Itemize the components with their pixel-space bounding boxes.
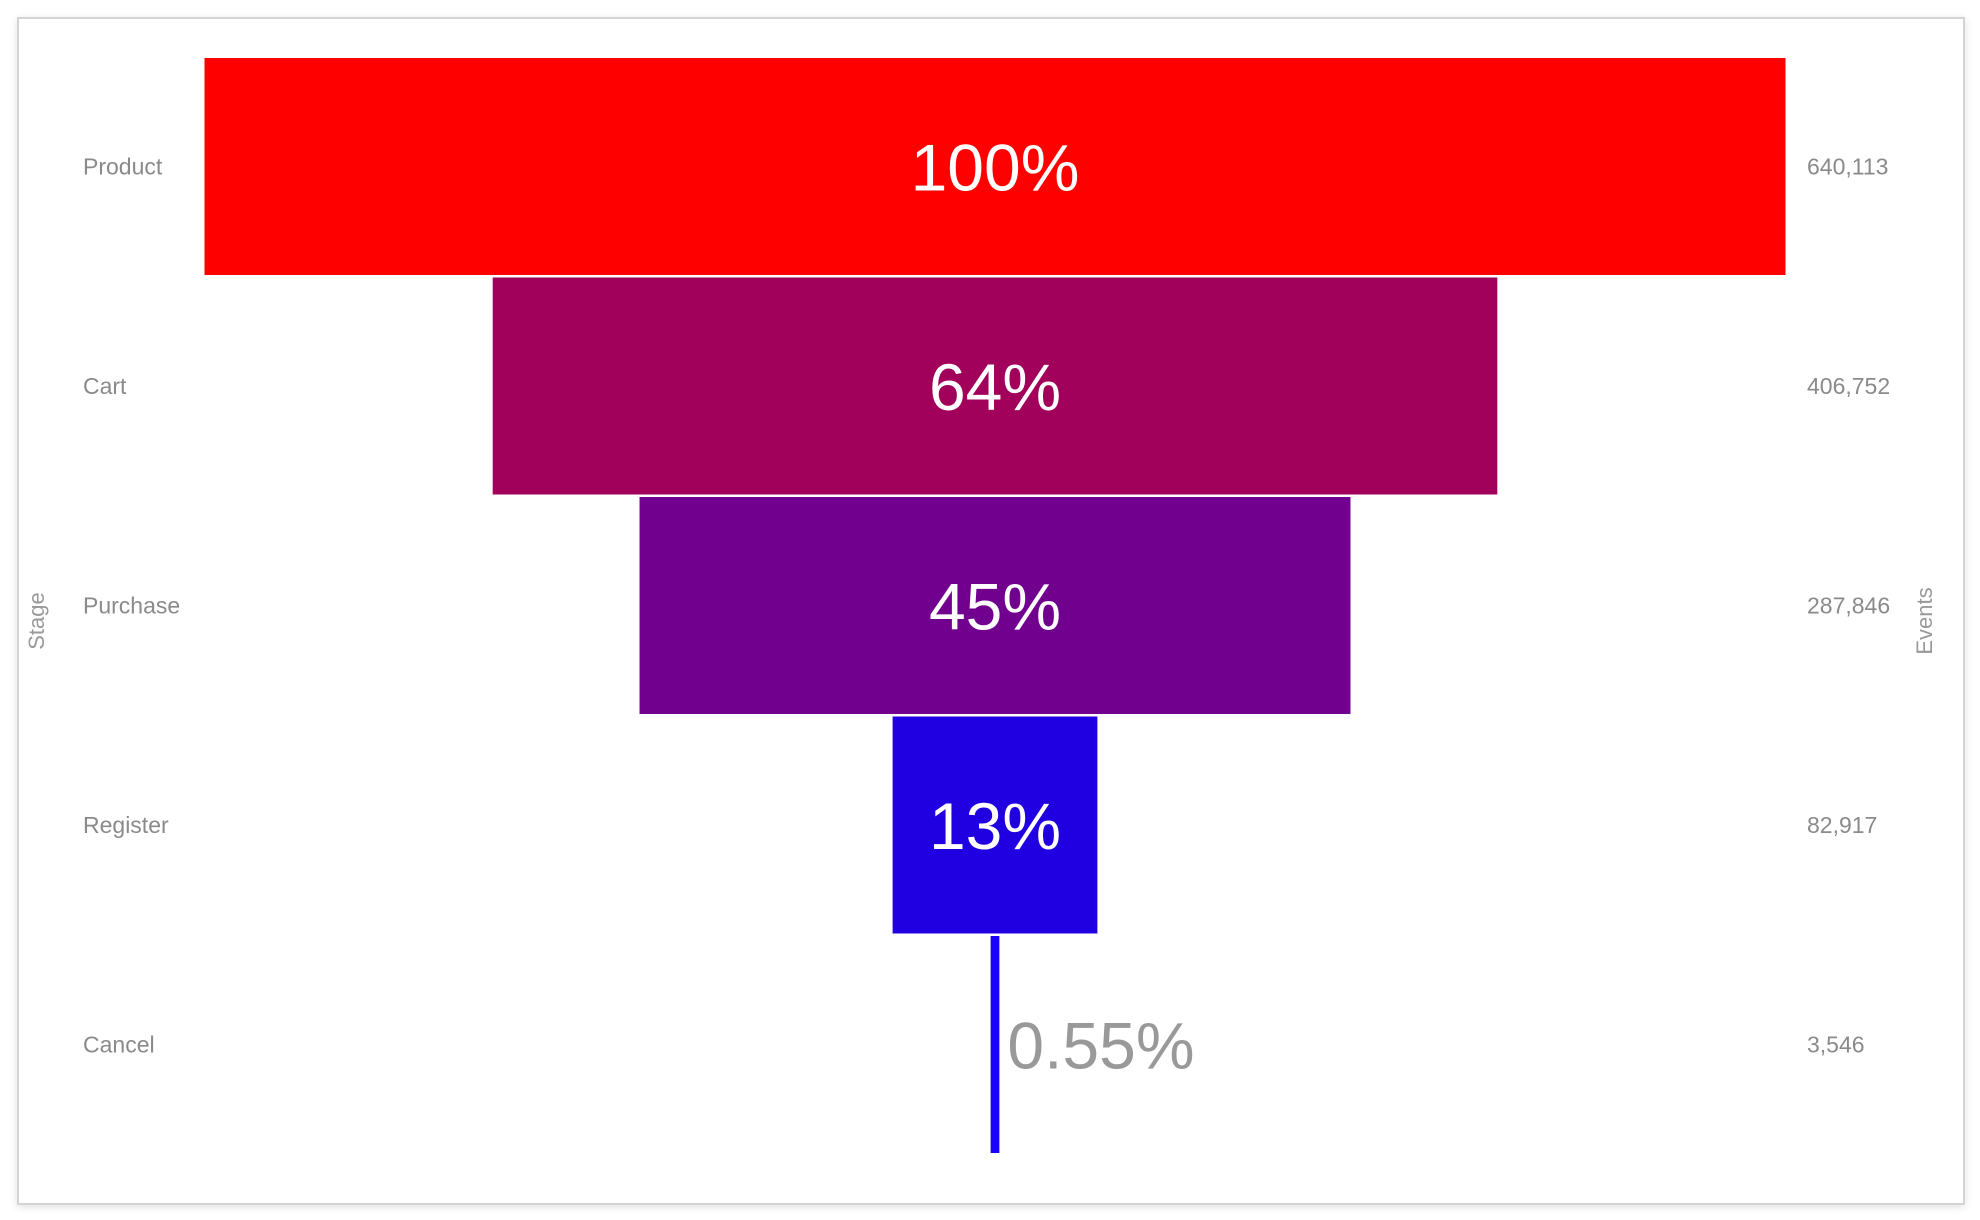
value-label: 640,113 (1807, 154, 1888, 180)
funnel-bar-cancel[interactable] (990, 936, 1000, 1153)
percent-label: 13% (929, 789, 1061, 863)
stage-label: Product (83, 154, 163, 180)
stage-label: Purchase (83, 593, 180, 619)
percent-label: 0.55% (1007, 1009, 1194, 1083)
y2-axis-title: Events (1912, 587, 1937, 654)
value-label: 287,846 (1807, 593, 1890, 619)
funnel-bar-purchase[interactable] (639, 497, 1351, 714)
stage-label: Register (83, 812, 169, 838)
percent-label: 64% (929, 350, 1061, 424)
percent-label: 100% (911, 131, 1080, 205)
stage-label: Cart (83, 373, 127, 399)
funnel-bar-register[interactable] (892, 716, 1098, 934)
value-label: 3,546 (1807, 1032, 1865, 1058)
y-axis-title: Stage (24, 592, 49, 650)
value-label: 406,752 (1807, 373, 1890, 399)
stage-label: Cancel (83, 1032, 155, 1058)
value-label: 82,917 (1807, 812, 1877, 838)
percent-label: 45% (929, 570, 1061, 644)
funnel-bar-cart[interactable] (492, 277, 1498, 495)
funnel-bar-product[interactable] (204, 58, 1786, 275)
